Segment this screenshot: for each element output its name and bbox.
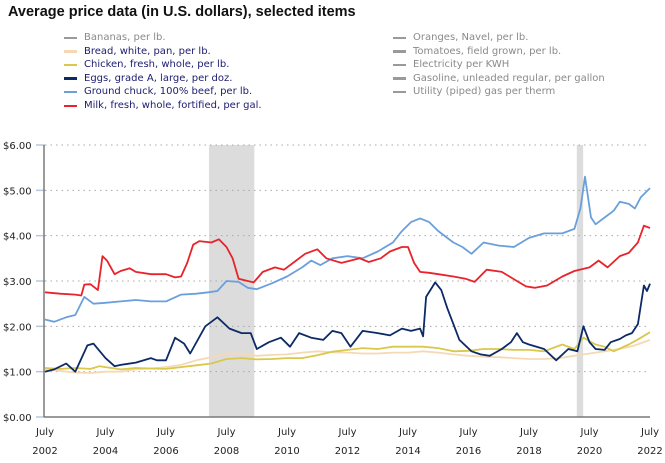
legend-swatch-icon (64, 63, 77, 67)
legend-label: Bananas, per lb. (84, 32, 166, 43)
x-tick-month-label: July (640, 427, 659, 438)
legend-label: Utility (piped) gas per therm (413, 86, 556, 98)
legend-item[interactable]: Electricity per KWH (393, 58, 605, 72)
x-tick-month-label: July (96, 427, 115, 438)
x-tick-month-label: July (217, 427, 236, 438)
x-tick-month-label: July (398, 427, 417, 438)
legend-label: Chicken, fresh, whole, per lb. (84, 59, 230, 71)
x-tick-year-label: 2002 (32, 446, 57, 457)
x-tick-month-label: July (338, 427, 357, 438)
legend-right-column: Oranges, Navel, per lb. Tomatoes, field g… (393, 31, 605, 99)
series-line-eggs (44, 281, 651, 373)
y-tick-label: $5.00 (3, 186, 32, 197)
series-lines (44, 175, 651, 374)
y-tick-label: $2.00 (3, 322, 32, 333)
chart-title: Average price data (in U.S. dollars), se… (8, 4, 356, 20)
legend-swatch-icon (393, 50, 406, 53)
x-tick-month-label: July (580, 427, 599, 438)
x-tick-year-label: 2020 (577, 446, 602, 457)
legend-label: Tomatoes, field grown, per lb. (413, 45, 562, 57)
legend-swatch-icon (64, 104, 77, 108)
y-tick-label: $1.00 (3, 368, 32, 379)
legend-label: Electricity per KWH (413, 59, 510, 71)
legend-swatch-icon (64, 77, 77, 80)
legend-item[interactable]: Eggs, grade A, large, per doz. (64, 72, 262, 86)
legend-item[interactable]: Gasoline, unleaded regular, per gallon (393, 72, 605, 86)
legend-swatch-icon (393, 36, 406, 40)
x-tick-year-label: 2012 (335, 446, 360, 457)
x-tick-month-label: July (156, 427, 175, 438)
legend-label: Bread, white, pan, per lb. (84, 45, 211, 57)
legend-item[interactable]: Oranges, Navel, per lb. (393, 31, 605, 45)
legend-label: Ground chuck, 100% beef, per lb. (84, 86, 253, 98)
x-tick-year-label: 2022 (637, 446, 662, 457)
legend-item[interactable]: Utility (piped) gas per therm (393, 85, 605, 99)
x-tick-month-label: July (519, 427, 538, 438)
x-tick-year-label: 2010 (274, 446, 299, 457)
axes (43, 145, 650, 418)
legend-label: Milk, fresh, whole, fortified, per gal. (84, 99, 262, 111)
x-tick-month-label: July (35, 427, 54, 438)
legend-item[interactable]: Bread, white, pan, per lb. (64, 45, 262, 59)
legend-swatch-icon (393, 63, 406, 67)
x-tick-year-label: 2014 (395, 446, 420, 457)
y-tick-label: $6.00 (3, 141, 32, 152)
series-line-ground-chuck (44, 175, 651, 323)
gridlines (36, 144, 650, 418)
y-tick-label: $0.00 (3, 413, 32, 424)
x-tick-year-label: 2018 (516, 446, 541, 457)
y-tick-label: $4.00 (3, 232, 32, 243)
tick-labels: $0.00 $1.00 $2.00 $3.00 $4.00 $5.00 $6.00 July 2… (3, 141, 663, 457)
x-tick-month-label: July (459, 427, 478, 438)
x-tick-month-label: July (277, 427, 296, 438)
legend-swatch-icon (64, 36, 77, 40)
legend-swatch-icon (393, 90, 406, 94)
series-line-chicken (44, 331, 651, 371)
x-tick-year-label: 2016 (456, 446, 481, 457)
legend-left-column: Bananas, per lb. Bread, white, pan, per l… (64, 31, 262, 113)
series-line-milk (44, 224, 651, 297)
legend-swatch-icon (64, 50, 77, 53)
legend-item[interactable]: Tomatoes, field grown, per lb. (393, 45, 605, 59)
legend-item[interactable]: Chicken, fresh, whole, per lb. (64, 58, 262, 72)
legend-item[interactable]: Milk, fresh, whole, fortified, per gal. (64, 99, 262, 113)
x-tick-year-label: 2008 (214, 446, 239, 457)
legend-item[interactable]: Ground chuck, 100% beef, per lb. (64, 85, 262, 99)
x-tick-year-label: 2006 (153, 446, 178, 457)
legend-label: Gasoline, unleaded regular, per gallon (413, 72, 605, 84)
legend-item[interactable]: Bananas, per lb. (64, 31, 262, 45)
legend-swatch-icon (393, 77, 406, 80)
legend-swatch-icon (64, 90, 77, 94)
x-tick-year-label: 2004 (93, 446, 118, 457)
legend-label: Oranges, Navel, per lb. (413, 32, 529, 43)
y-tick-label: $3.00 (3, 277, 32, 288)
legend-label: Eggs, grade A, large, per doz. (84, 72, 233, 84)
